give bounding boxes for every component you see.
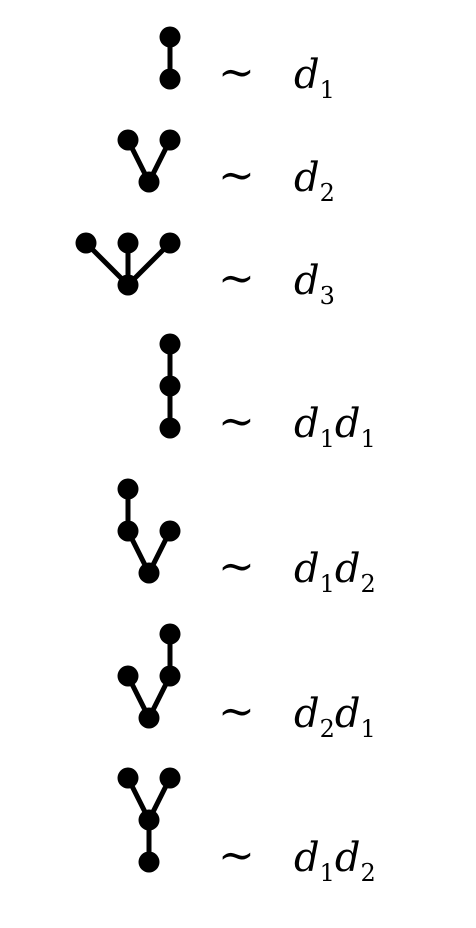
expression-term: d3 [294,261,335,308]
tilde-symbol: ∼ [218,150,255,201]
tree-4 [159,333,181,439]
tilde-symbol: ∼ [218,47,255,98]
tree-node [159,623,181,645]
tree-root-node [138,851,160,873]
term-letter: d [294,401,320,447]
tree-root-node [138,707,160,729]
expression-term: d1 [294,404,335,451]
tree-2 [117,129,181,193]
tree-node [117,520,139,542]
term-subscript: 2 [319,179,335,207]
term-subscript: 1 [319,570,335,598]
term-subscript: 2 [360,859,376,887]
tree-node [159,520,181,542]
tree-node [117,232,139,254]
term-subscript: 1 [319,76,335,104]
tree-root-node [159,68,181,90]
tree-7 [117,767,181,873]
expression-term: d2 [335,549,376,596]
expression-6: d2d1 [294,694,376,741]
tilde-symbol: ∼ [218,396,255,447]
term-subscript: 3 [319,282,335,310]
term-subscript: 2 [319,715,335,743]
tree-node [159,375,181,397]
tilde-symbol: ∼ [218,686,255,737]
term-subscript: 2 [360,570,376,598]
term-letter: d [334,401,361,447]
tree-node [75,232,97,254]
tilde-symbol: ∼ [218,253,255,304]
term-letter: d [334,835,361,881]
tree-node [159,129,181,151]
tree-3 [75,232,181,296]
expression-term: d1 [294,549,335,596]
term-letter: d [294,155,320,201]
term-letter: d [294,258,320,304]
tree-node [159,232,181,254]
tree-root-node [138,562,160,584]
term-subscript: 1 [319,425,335,453]
expression-term: d1 [335,694,376,741]
term-subscript: 1 [360,715,376,743]
expression-2: d2 [294,158,335,205]
tree-5 [117,478,181,584]
tree-node [117,767,139,789]
expression-1: d1 [294,55,335,102]
tree-node [159,333,181,355]
tilde-symbol: ∼ [218,830,255,881]
tree-node [138,809,160,831]
term-letter: d [294,835,320,881]
expression-term: d1 [294,838,335,885]
term-letter: d [334,691,361,737]
tree-6 [117,623,181,729]
tree-node [159,26,181,48]
expression-3: d3 [294,261,335,308]
term-letter: d [294,546,320,592]
tilde-symbol: ∼ [218,541,255,592]
expression-term: d1 [335,404,376,451]
tree-node [159,767,181,789]
tree-root-node [117,274,139,296]
expression-7: d1d2 [294,838,376,885]
term-subscript: 1 [319,859,335,887]
tree-1 [159,26,181,90]
term-letter: d [334,546,361,592]
tree-root-node [138,171,160,193]
expression-term: d2 [335,838,376,885]
term-letter: d [294,691,320,737]
tree-node [117,129,139,151]
expression-term: d2 [294,694,335,741]
expression-term: d1 [294,55,335,102]
tree-node [159,665,181,687]
expression-5: d1d2 [294,549,376,596]
expression-term: d2 [294,158,335,205]
tree-root-node [159,417,181,439]
term-letter: d [294,52,320,98]
expression-4: d1d1 [294,404,376,451]
tree-node [117,665,139,687]
term-subscript: 1 [360,425,376,453]
tree-node [117,478,139,500]
